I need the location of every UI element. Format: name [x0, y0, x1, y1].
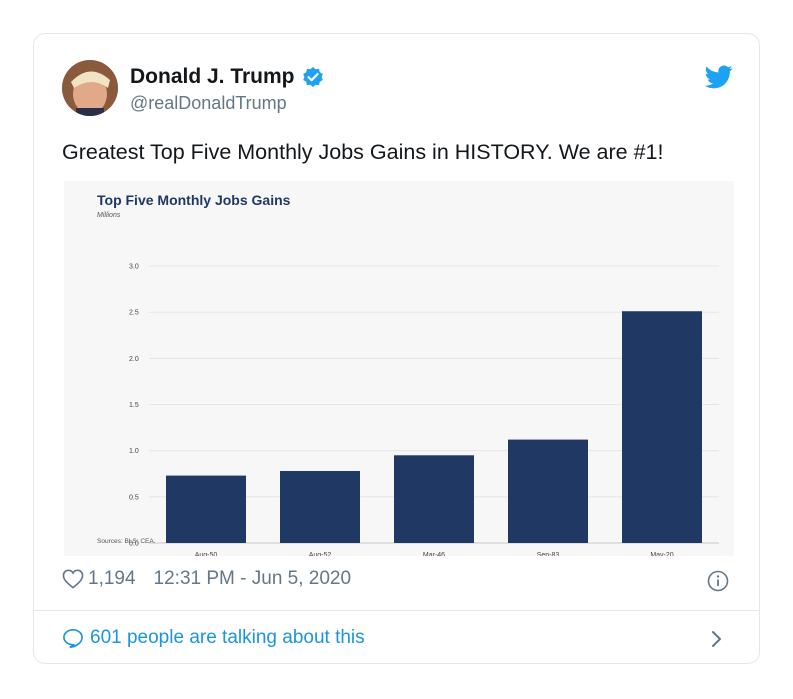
- like-count[interactable]: 1,194: [88, 568, 136, 589]
- tweet-meta: 1,194 12:31 PM - Jun 5, 2020: [62, 568, 351, 590]
- verified-badge-icon: [302, 67, 323, 87]
- avatar-image: [62, 60, 118, 116]
- chart-image[interactable]: Top Five Monthly Jobs Gains Millions 0.0…: [64, 181, 734, 560]
- x-tick-label: Aug-52: [309, 552, 332, 556]
- y-tick-label: 0.0: [129, 541, 139, 548]
- chart-title: Top Five Monthly Jobs Gains: [97, 192, 291, 208]
- twitter-bird-icon[interactable]: [705, 65, 733, 89]
- tweet-text: Greatest Top Five Monthly Jobs Gains in …: [62, 140, 664, 164]
- y-tick-label: 1.0: [129, 448, 139, 455]
- x-tick-label: Aug-50: [195, 552, 218, 556]
- heart-icon[interactable]: [62, 569, 84, 589]
- chart-bars: [166, 311, 702, 543]
- bar-Sep-83: [508, 439, 588, 543]
- tweet-card: Donald J. Trump @realDonaldTrump Greates…: [33, 33, 760, 664]
- bar-May-20: [622, 311, 702, 543]
- bar-Mar-46: [394, 455, 474, 543]
- y-tick-label: 2.5: [129, 310, 139, 317]
- author-handle[interactable]: @realDonaldTrump: [130, 93, 287, 113]
- divider: [34, 610, 759, 611]
- conversation-link[interactable]: 601 people are talking about this: [62, 627, 365, 649]
- avatar[interactable]: [62, 60, 118, 116]
- chevron-right-icon[interactable]: [711, 630, 723, 648]
- y-tick-label: 3.0: [129, 264, 139, 271]
- y-tick-label: 1.5: [129, 402, 139, 409]
- chart-tick-labels: 0.0 0.5 1.0 1.5 2.0 2.5 3.0 Aug-50 Aug-52 Mar-46 S…: [129, 264, 674, 560]
- bar-chart: Top Five Monthly Jobs Gains Millions 0.0…: [97, 192, 719, 560]
- y-tick-label: 0.5: [129, 494, 139, 501]
- author-name-row[interactable]: Donald J. Trump: [130, 65, 324, 89]
- chart-source-note: Sources: BLS; CEA.: [97, 538, 156, 545]
- chart-y-axis-label: Millions: [97, 212, 121, 219]
- author-name[interactable]: Donald J. Trump: [130, 65, 295, 88]
- x-tick-label: May-20: [650, 552, 673, 556]
- tweet-timestamp[interactable]: 12:31 PM - Jun 5, 2020: [153, 568, 352, 589]
- y-tick-label: 2.0: [129, 356, 139, 363]
- bar-Aug-52: [280, 470, 360, 543]
- speech-bubble-icon: [63, 629, 83, 648]
- info-icon[interactable]: [707, 570, 729, 592]
- bar-Aug-50: [166, 475, 246, 543]
- conversation-label[interactable]: 601 people are talking about this: [90, 627, 365, 648]
- x-tick-label: Mar-46: [423, 552, 445, 556]
- x-tick-label: Sep-83: [537, 552, 560, 556]
